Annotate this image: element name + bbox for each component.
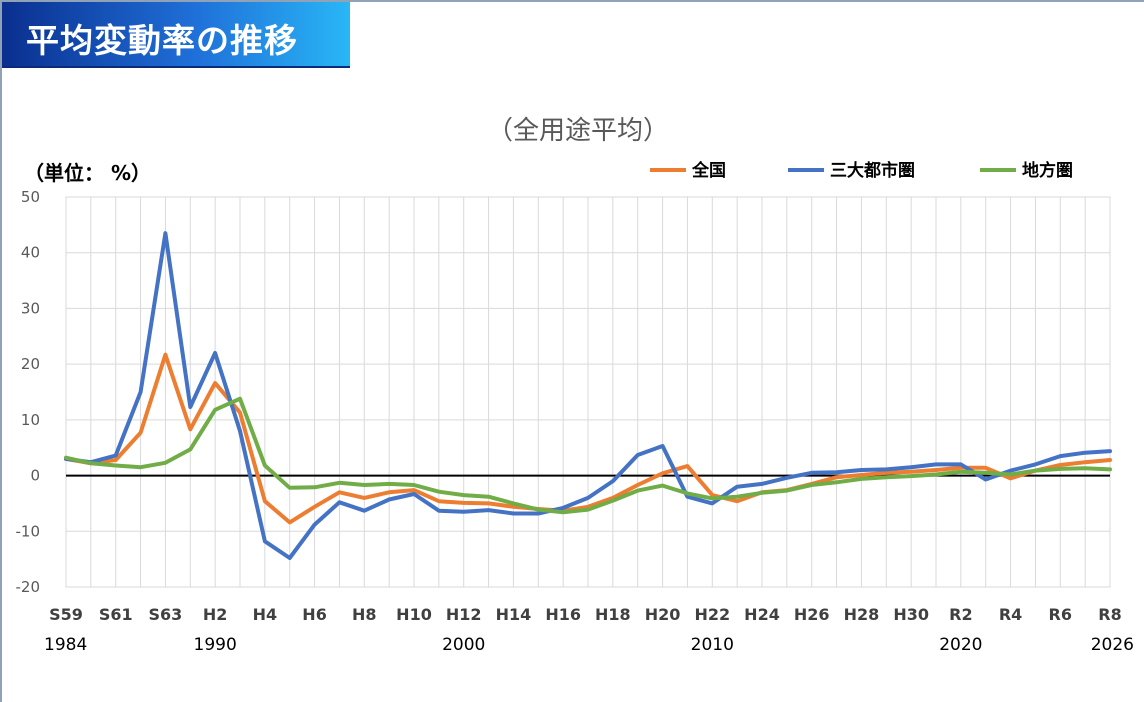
x-tick-label: H28: [844, 605, 880, 624]
series-layer: [64, 231, 1112, 560]
y-tick-label: -10: [16, 522, 41, 540]
x-tick-label: H2: [203, 605, 228, 624]
x-tick-label: H14: [496, 605, 532, 624]
y-tick-label: 40: [21, 244, 40, 262]
axis-layer: -20 -10 0 10 20 30 40 50 S59 S61 S63 H2 H4 H6 H8 H10 H12…: [16, 188, 1135, 655]
x-year-label: 2000: [442, 635, 485, 655]
chart-title: （全用途平均）: [487, 116, 669, 146]
x-tick-label: H20: [645, 605, 681, 624]
x-tick-label: H26: [794, 605, 830, 624]
y-tick-label: 10: [21, 411, 40, 429]
x-tick-label: R2: [949, 605, 972, 624]
y-tick-label: 30: [21, 299, 40, 317]
x-year-label: 2020: [939, 635, 982, 655]
x-tick-label: S63: [149, 605, 183, 624]
series-line-2: [64, 231, 1112, 560]
y-tick-label: 0: [30, 467, 40, 485]
x-tick-label: R8: [1098, 605, 1121, 624]
x-tick-label: S61: [99, 605, 133, 624]
grid-layer: [65, 196, 1111, 588]
x-tick-label: H16: [545, 605, 581, 624]
frame-top-border: [0, 0, 1144, 2]
x-tick-label: S59: [49, 605, 83, 624]
series-line-1: [64, 352, 1112, 525]
x-tick-label: H22: [694, 605, 730, 624]
legend-label: 地方圏: [1022, 160, 1073, 181]
x-tick-label: H10: [396, 605, 432, 624]
x-tick-label: R6: [1049, 605, 1072, 624]
title-banner: 平均変動率の推移: [2, 2, 350, 66]
x-year-label: 1984: [44, 635, 87, 655]
x-tick-label: H4: [253, 605, 278, 624]
y-tick-label: 20: [21, 355, 40, 373]
x-year-label: 1990: [194, 635, 237, 655]
x-tick-label: H18: [595, 605, 631, 624]
series-line-3: [64, 396, 1112, 515]
legend-label: 三大都市圏: [830, 160, 915, 181]
x-year-label: 2026: [1091, 635, 1134, 655]
x-tick-label: H12: [446, 605, 482, 624]
x-tick-label: H24: [744, 605, 780, 624]
x-tick-label: H30: [893, 605, 929, 624]
x-tick-label: H6: [302, 605, 327, 624]
unit-label: （単位： %）: [24, 161, 151, 185]
legend-label: 全国: [691, 160, 726, 181]
frame-left-border: [0, 0, 2, 702]
legend: 全国 三大都市圏 地方圏: [650, 160, 1073, 181]
page-title: 平均変動率の推移: [26, 21, 298, 60]
x-year-label: 2010: [691, 635, 734, 655]
y-tick-label: 50: [21, 188, 40, 206]
x-tick-label: R4: [999, 605, 1022, 624]
y-tick-label: -20: [16, 578, 41, 596]
x-tick-label: H8: [352, 605, 377, 624]
